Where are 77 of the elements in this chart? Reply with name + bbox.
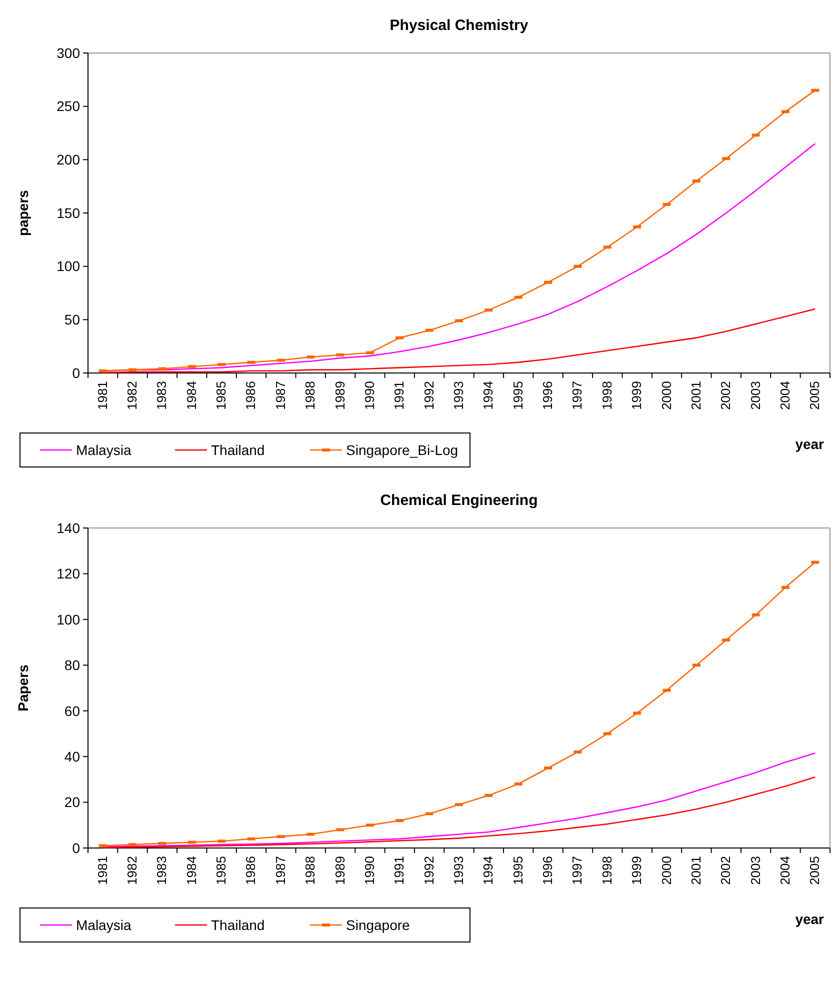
x-tick-label: 2001 — [688, 381, 704, 410]
x-tick-label: 1997 — [570, 381, 585, 410]
x-tick-label: 1991 — [392, 381, 407, 410]
x-tick-label: 2001 — [688, 856, 704, 885]
x-tick-label: 1998 — [599, 381, 614, 410]
x-tick-label: 1984 — [184, 381, 199, 410]
y-axis-title: Papers — [15, 664, 31, 712]
x-tick-label: 1987 — [272, 381, 288, 410]
legend-label: Malaysia — [76, 442, 132, 458]
x-tick-label: 1987 — [272, 856, 288, 885]
x-axis-title: year — [795, 436, 825, 452]
x-tick-label: 1990 — [362, 856, 377, 885]
x-tick-label: 1999 — [629, 381, 644, 410]
x-tick-label: 1984 — [184, 856, 199, 885]
x-tick-label: 1988 — [302, 381, 318, 410]
y-tick-label: 200 — [56, 152, 80, 168]
y-axis-title: papers — [15, 190, 31, 236]
x-tick-label: 1983 — [154, 381, 170, 410]
y-tick-label: 140 — [56, 520, 80, 536]
x-tick-label: 2003 — [748, 381, 763, 410]
legend-label: Singapore_Bi-Log — [346, 442, 458, 458]
x-tick-label: 1993 — [451, 856, 466, 885]
legend-label: Thailand — [211, 442, 265, 458]
y-tick-label: 60 — [64, 702, 80, 719]
x-tick-label: 1994 — [480, 856, 496, 885]
x-tick-label: 1991 — [392, 856, 407, 885]
x-tick-label: 2005 — [807, 856, 822, 885]
x-tick-label: 1995 — [510, 856, 526, 885]
chart-title: Physical Chemistry — [390, 17, 529, 34]
y-tick-label: 120 — [56, 566, 80, 582]
x-tick-label: 1986 — [243, 381, 258, 410]
x-tick-label: 1996 — [540, 856, 556, 885]
x-tick-label: 2002 — [718, 856, 734, 885]
x-tick-label: 2005 — [807, 381, 822, 410]
x-tick-label: 1992 — [421, 856, 436, 885]
x-tick-label: 2003 — [748, 856, 763, 885]
y-tick-label: 80 — [64, 657, 80, 674]
x-tick-label: 1989 — [332, 856, 348, 885]
x-tick-label: 2004 — [777, 381, 792, 410]
x-tick-label: 1985 — [214, 856, 229, 885]
x-tick-label: 1981 — [94, 381, 110, 410]
x-tick-label: 1998 — [599, 856, 614, 885]
legend-label: Malaysia — [76, 916, 132, 933]
x-tick-label: 1990 — [362, 381, 377, 410]
x-tick-label: 1992 — [421, 381, 436, 410]
x-tick-label: 1981 — [94, 856, 110, 885]
x-tick-label: 2000 — [658, 381, 674, 410]
y-tick-label: 250 — [56, 98, 80, 114]
x-tick-label: 1983 — [154, 856, 170, 885]
x-tick-label: 1985 — [214, 381, 229, 410]
chart-title: Chemical Engineering — [380, 492, 538, 509]
y-tick-label: 0 — [72, 840, 80, 856]
legend-label: Singapore — [346, 916, 410, 933]
x-tick-label: 1989 — [332, 381, 348, 410]
x-tick-label: 1995 — [510, 381, 526, 410]
y-tick-label: 100 — [56, 258, 80, 274]
x-tick-label: 1982 — [124, 856, 140, 885]
x-tick-label: 1999 — [629, 856, 644, 885]
x-axis-title: year — [795, 911, 825, 927]
x-tick-label: 1997 — [570, 856, 585, 885]
x-tick-label: 1993 — [451, 381, 466, 410]
x-tick-label: 2000 — [658, 856, 674, 885]
y-tick-label: 300 — [56, 44, 80, 61]
y-tick-label: 20 — [64, 794, 80, 810]
legend-label: Thailand — [211, 916, 265, 933]
y-tick-label: 150 — [56, 204, 80, 221]
x-tick-label: 1994 — [480, 381, 496, 410]
y-tick-label: 40 — [64, 748, 80, 764]
x-tick-label: 2002 — [718, 381, 734, 410]
y-tick-label: 100 — [56, 611, 80, 628]
x-tick-label: 1982 — [124, 381, 140, 410]
y-tick-label: 50 — [64, 312, 80, 328]
x-tick-label: 1996 — [540, 381, 556, 410]
x-tick-label: 1988 — [302, 856, 318, 885]
y-tick-label: 0 — [72, 364, 80, 381]
x-tick-label: 2004 — [777, 856, 792, 885]
x-tick-label: 1986 — [243, 856, 258, 885]
